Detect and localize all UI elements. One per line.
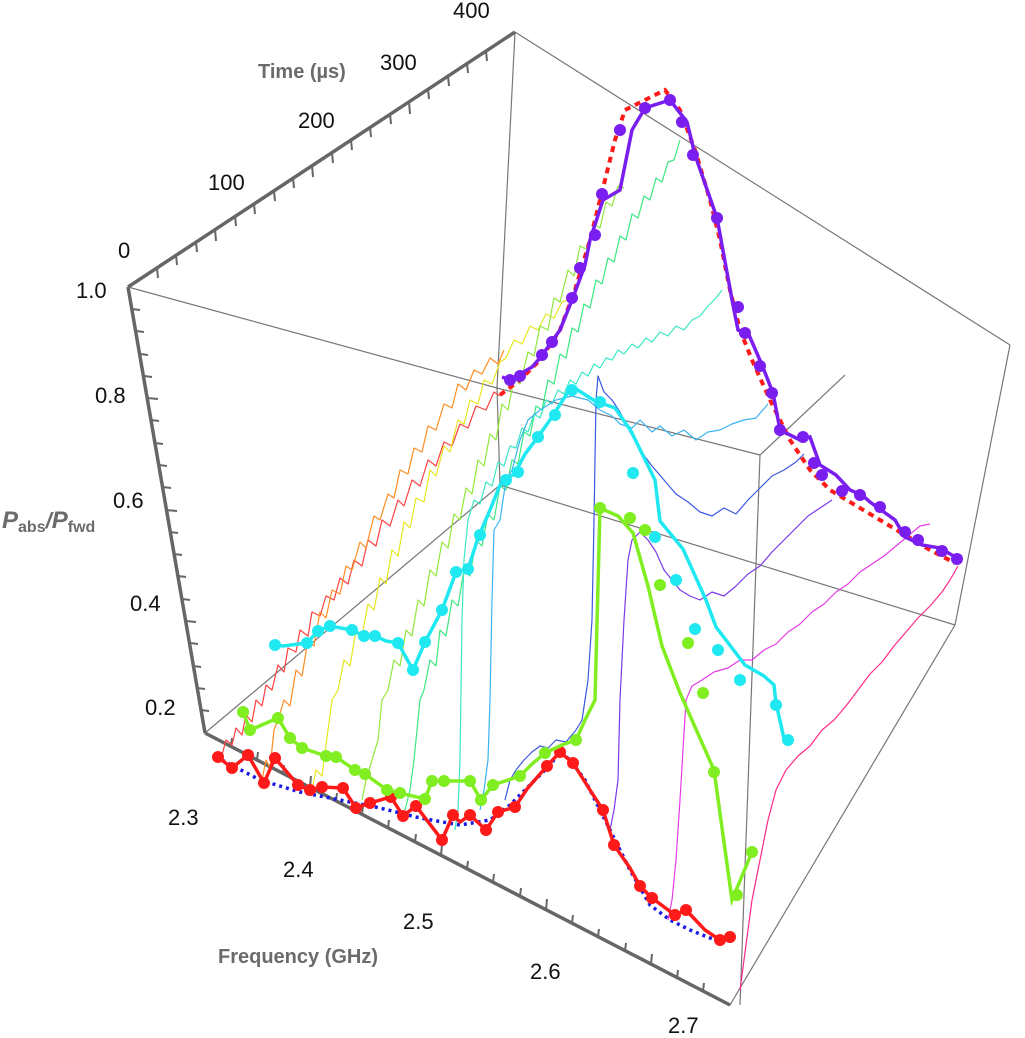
tick-f-2.4: 2.4 <box>283 857 314 882</box>
spectrum-t400-purple <box>501 94 963 565</box>
tick-p-0.2: 0.2 <box>145 695 176 720</box>
trace-magenta <box>667 523 931 921</box>
time-tick-labels: 0 100 200 300 400 <box>118 0 490 263</box>
trace-blue <box>504 375 805 801</box>
trace-teal <box>454 289 723 831</box>
tick-time-200: 200 <box>298 108 335 133</box>
pabs-tick-labels: 1.0 0.8 0.6 0.4 0.2 <box>76 278 176 720</box>
trace-orange <box>261 349 505 781</box>
time-axis <box>127 30 516 289</box>
trace-lightgreen <box>361 185 625 801</box>
tick-time-300: 300 <box>380 50 417 75</box>
tick-p-1.0: 1.0 <box>76 278 107 303</box>
fit-t0-blue-dotted <box>221 749 729 944</box>
tick-f-2.5: 2.5 <box>403 909 434 934</box>
spectrum-t0-red <box>212 746 736 946</box>
spectrum-green <box>237 502 758 907</box>
tick-time-100: 100 <box>208 170 245 195</box>
tick-f-2.6: 2.6 <box>530 959 561 984</box>
tick-time-400: 400 <box>453 0 490 23</box>
box-frame <box>127 31 1011 1006</box>
tick-f-2.3: 2.3 <box>168 805 199 830</box>
tick-f-2.7: 2.7 <box>668 1013 699 1038</box>
trace-green <box>404 139 681 811</box>
tick-p-0.6: 0.6 <box>113 488 144 513</box>
trace-skyblue <box>479 395 769 811</box>
trace-yellow <box>311 273 583 791</box>
spectrum-cyan <box>269 384 794 746</box>
frequency-axis-title: Frequency (GHz) <box>218 946 378 968</box>
ticks <box>131 50 705 992</box>
pabs-axis-title: Pabs/Pfwd <box>2 507 95 536</box>
fit-t400-red-dashed <box>498 87 956 565</box>
time-axis-title: Time (µs) <box>258 61 346 83</box>
trace-purple <box>609 499 833 831</box>
time-traces <box>221 139 959 991</box>
tick-p-0.4: 0.4 <box>130 591 161 616</box>
trace-pink <box>739 565 959 991</box>
tick-p-0.8: 0.8 <box>95 383 126 408</box>
trace-red <box>221 391 501 756</box>
frequency-tick-labels: 2.3 2.4 2.5 2.6 2.7 <box>168 805 699 1038</box>
tick-time-0: 0 <box>118 238 130 263</box>
